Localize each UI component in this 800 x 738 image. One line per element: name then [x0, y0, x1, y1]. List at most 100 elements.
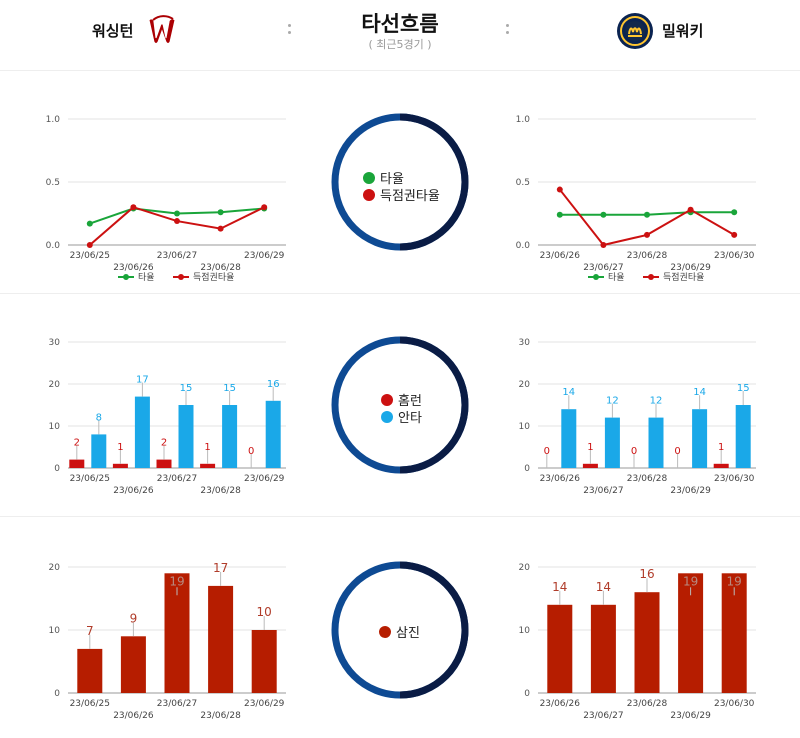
legend-marker: [648, 274, 654, 280]
data-point: [261, 204, 268, 211]
data-label: 15: [737, 383, 750, 394]
x-tick-label: 23/06/27: [157, 251, 197, 261]
bar: [692, 409, 708, 468]
bar: [561, 409, 577, 468]
bar: [91, 434, 107, 468]
so-ring: [331, 561, 469, 699]
y-tick-label: 20: [519, 563, 531, 573]
bar: [222, 405, 238, 468]
data-point: [556, 186, 563, 193]
x-tick-label: 23/06/27: [583, 486, 623, 496]
x-tick-label: 23/06/27: [157, 699, 197, 709]
risp-legend-dot: [363, 188, 375, 201]
bar: [178, 405, 194, 468]
y-tick-label: 0: [54, 464, 60, 474]
x-tick-label: 23/06/25: [70, 474, 110, 484]
bar: [200, 463, 216, 468]
data-label: 0: [544, 446, 550, 457]
bar: [713, 463, 729, 468]
away-team-name: 밀워키: [662, 22, 704, 40]
bar: [208, 585, 234, 693]
x-tick-label: 23/06/28: [627, 251, 668, 261]
home-avg-chart: 0.00.51.023/06/2523/06/2623/06/2723/06/2…: [46, 115, 286, 283]
data-point: [217, 225, 224, 232]
y-tick-label: 30: [519, 338, 531, 348]
nationals-logo-icon: [148, 15, 176, 44]
data-point: [731, 231, 738, 238]
x-tick-label: 23/06/28: [627, 699, 668, 709]
page-title: 타선흐름: [361, 12, 439, 36]
data-point: [130, 204, 137, 211]
data-label: 2: [74, 438, 80, 449]
y-tick-label: 20: [519, 380, 531, 390]
y-tick-label: 10: [519, 626, 531, 636]
y-tick-label: 10: [519, 422, 531, 432]
data-label: 19: [683, 574, 698, 588]
legend-label: 타율: [608, 272, 625, 283]
x-tick-label: 23/06/26: [113, 486, 154, 496]
bar: [112, 463, 128, 468]
x-tick-label: 23/06/28: [200, 486, 241, 496]
home-team-name: 워싱턴: [92, 22, 134, 40]
bar: [634, 592, 660, 693]
section-divider: [0, 516, 800, 517]
y-tick-label: 0.0: [516, 241, 531, 251]
data-label: 1: [587, 442, 593, 453]
bar: [648, 417, 664, 468]
y-tick-label: 10: [49, 626, 61, 636]
legend-label: 타율: [138, 272, 155, 283]
data-label: 16: [267, 379, 280, 390]
avg-legend-label: 타율: [380, 172, 404, 187]
hits-legend-dot: [381, 410, 393, 423]
y-tick-label: 0.5: [516, 178, 530, 188]
home-menu-icon[interactable]: [288, 24, 292, 38]
x-tick-label: 23/06/28: [200, 711, 241, 721]
x-tick-label: 23/06/29: [244, 251, 285, 261]
risp-legend-label: 득점권타율: [380, 189, 440, 204]
hits-ring: [331, 336, 469, 474]
data-point: [556, 211, 563, 218]
data-point: [731, 209, 738, 216]
x-tick-label: 23/06/25: [70, 251, 110, 261]
x-tick-label: 23/06/30: [714, 699, 755, 709]
hits-legend: 홈런 안타: [381, 391, 422, 426]
x-tick-label: 23/06/30: [714, 474, 755, 484]
so-legend-label: 삼진: [396, 626, 420, 641]
bar: [134, 396, 150, 468]
bar: [590, 604, 616, 693]
page-subtitle: ( 최근5경기 ): [368, 38, 432, 51]
bar: [582, 463, 598, 468]
data-label: 0: [248, 446, 254, 457]
legend-marker: [178, 274, 184, 280]
hits-legend-label: 안타: [398, 411, 422, 426]
data-label: 10: [257, 605, 272, 619]
x-tick-label: 23/06/29: [670, 486, 711, 496]
x-tick-label: 23/06/26: [113, 711, 154, 721]
x-tick-label: 23/06/29: [670, 711, 711, 721]
bar: [156, 459, 172, 468]
hr-legend-label: 홈런: [398, 394, 422, 409]
avg-legend-dot: [363, 171, 375, 184]
data-label: 14: [552, 580, 567, 594]
x-tick-label: 23/06/25: [70, 699, 110, 709]
home-so-chart: 010207919171023/06/2523/06/2623/06/2723/…: [49, 561, 286, 721]
data-point: [600, 242, 607, 248]
data-label: 1: [204, 442, 210, 453]
x-tick-label: 23/06/26: [540, 699, 581, 709]
data-point: [644, 231, 650, 238]
data-label: 12: [650, 396, 663, 407]
bar: [547, 604, 573, 693]
y-tick-label: 1.0: [516, 115, 531, 125]
data-label: 7: [86, 624, 94, 638]
x-tick-label: 23/06/29: [244, 474, 285, 484]
so-legend: 삼진: [379, 623, 420, 641]
x-tick-label: 23/06/26: [540, 474, 581, 484]
bar: [77, 648, 103, 693]
away-menu-icon[interactable]: [506, 24, 510, 38]
x-tick-label: 23/06/29: [244, 699, 285, 709]
avg-ring: [331, 113, 469, 251]
y-tick-label: 20: [49, 563, 61, 573]
bar: [69, 459, 85, 468]
data-label: 0: [631, 446, 637, 457]
data-label: 14: [596, 580, 611, 594]
